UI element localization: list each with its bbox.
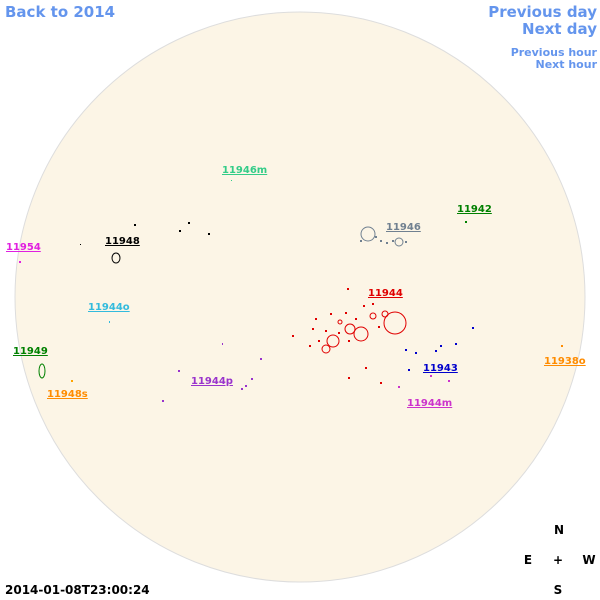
region-label[interactable]: 11954	[6, 242, 41, 253]
spots-11948	[80, 222, 210, 264]
spots-11946	[360, 226, 404, 247]
compass-north: N	[554, 523, 564, 537]
region-label[interactable]: 11944m	[407, 398, 452, 409]
next-hour-link[interactable]: Next hour	[536, 58, 598, 71]
timestamp: 2014-01-08T23:00:24	[5, 583, 150, 597]
region-label[interactable]: 11948s	[47, 389, 88, 400]
region-label[interactable]: 11946	[386, 222, 421, 233]
compass-west: W	[582, 553, 595, 567]
spots-11944	[321, 310, 407, 354]
previous-hour-link[interactable]: Previous hour	[511, 46, 598, 59]
region-label[interactable]: 11946m	[222, 165, 267, 176]
region-label[interactable]: 11938o	[544, 356, 586, 367]
region-label[interactable]: 11942	[457, 204, 492, 215]
region-label[interactable]: 11944o	[88, 302, 130, 313]
dots-11946	[360, 236, 407, 244]
region-label[interactable]: 11949	[13, 346, 48, 357]
region-label[interactable]: 11943	[423, 363, 458, 374]
compass-east: E	[524, 553, 532, 567]
spot-11949	[38, 363, 46, 379]
back-link[interactable]: Back to 2014	[5, 3, 115, 21]
region-label[interactable]: 11944	[368, 288, 403, 299]
dots-11944	[292, 288, 382, 384]
compass-center: +	[553, 553, 563, 567]
region-label[interactable]: 11944p	[191, 376, 233, 387]
compass-south: S	[554, 583, 563, 597]
region-label[interactable]: 11948	[105, 236, 140, 247]
dots-other	[19, 180, 563, 402]
previous-day-link[interactable]: Previous day	[488, 3, 597, 21]
solar-disk	[14, 11, 586, 583]
next-day-link[interactable]: Next day	[522, 20, 597, 38]
